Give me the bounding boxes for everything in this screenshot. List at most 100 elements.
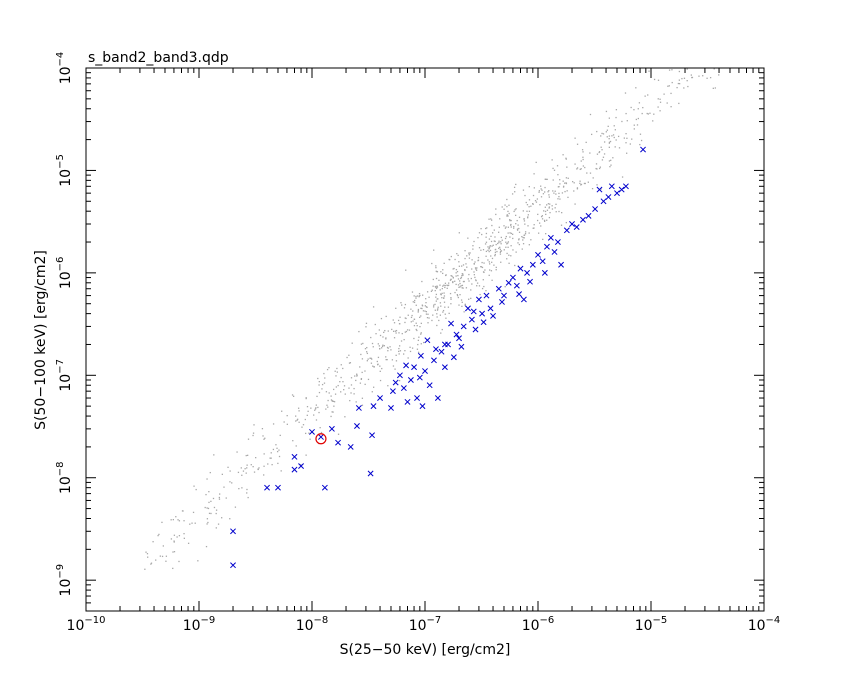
y-tick-label: 10−9	[55, 564, 74, 597]
cloud-point	[491, 224, 493, 227]
cloud-point	[417, 310, 420, 312]
cross-point	[479, 310, 486, 317]
cloud-point	[337, 384, 339, 387]
cloud-point	[379, 370, 381, 372]
cross-point	[400, 385, 407, 392]
cross-point	[600, 198, 607, 205]
cloud-point	[641, 112, 643, 115]
cloud-point	[165, 555, 168, 557]
cloud-point	[511, 193, 514, 195]
cloud-point	[565, 158, 567, 160]
cloud-point	[424, 305, 426, 307]
cloud-point	[364, 370, 366, 372]
cloud-point	[315, 419, 318, 421]
cloud-point	[410, 308, 412, 310]
cloud-point	[443, 284, 445, 286]
cloud-point	[420, 307, 422, 309]
cloud-point	[523, 234, 525, 236]
cloud-point	[437, 308, 439, 310]
cloud-point	[371, 391, 373, 393]
y-axis-title: S(50−100 keV) [erg/cm2]	[33, 250, 49, 430]
cloud-point	[574, 163, 576, 165]
cloud-point	[544, 206, 546, 208]
cross-point	[453, 331, 460, 338]
cross-point	[335, 439, 341, 446]
cloud-point	[487, 246, 489, 248]
cloud-point	[545, 233, 547, 235]
cloud-point	[625, 142, 627, 144]
cloud-point	[468, 298, 470, 300]
cross-point	[403, 362, 410, 369]
cloud-point	[589, 172, 592, 174]
cross-point	[367, 470, 374, 477]
cloud-point	[515, 223, 517, 225]
cloud-point	[473, 240, 475, 243]
cloud-point	[485, 227, 487, 230]
cloud-point	[314, 409, 316, 411]
cloud-point	[244, 468, 246, 470]
x-tick-label: 10−9	[183, 615, 216, 634]
cloud-point	[278, 455, 281, 458]
cloud-point	[490, 240, 493, 243]
cloud-point	[334, 393, 337, 395]
cloud-point	[548, 194, 550, 196]
y-tick-label: 10−5	[55, 154, 74, 187]
cloud-point	[413, 337, 415, 340]
cloud-point	[361, 371, 363, 374]
cloud-point	[380, 347, 383, 349]
cloud-point	[671, 69, 673, 71]
y-tick-label: 10−4	[55, 52, 74, 85]
cloud-point	[435, 277, 438, 280]
cloud-point	[361, 358, 364, 360]
cloud-point	[415, 297, 417, 299]
cloud-point	[421, 280, 423, 283]
cloud-point	[381, 367, 383, 370]
cloud-point	[621, 120, 623, 123]
cloud-point	[398, 345, 401, 347]
cross-point	[596, 186, 603, 193]
cloud-point	[533, 224, 535, 226]
cloud-point	[193, 485, 195, 487]
cloud-point	[370, 362, 373, 364]
cloud-point	[491, 261, 493, 263]
cloud-point	[625, 112, 627, 115]
cloud-point	[478, 285, 481, 287]
cloud-point	[246, 488, 248, 491]
cloud-point	[443, 301, 446, 303]
cloud-point	[582, 151, 584, 153]
cloud-point	[483, 262, 485, 264]
cloud-point	[435, 265, 437, 267]
cloud-point	[477, 256, 480, 259]
cloud-point	[533, 227, 535, 229]
cloud-point	[449, 279, 452, 281]
cloud-point	[414, 299, 416, 302]
cloud-point	[466, 255, 468, 257]
cloud-point	[465, 263, 467, 265]
cloud-point	[493, 264, 495, 266]
cloud-point	[514, 191, 516, 193]
cloud-point	[507, 215, 509, 217]
cloud-point	[344, 416, 346, 418]
cloud-point	[423, 341, 425, 344]
cloud-point	[544, 178, 546, 180]
cloud-point	[626, 120, 628, 122]
cloud-point	[447, 284, 450, 286]
cloud-point	[317, 406, 319, 409]
cloud-point	[522, 243, 525, 245]
cloud-point	[657, 98, 659, 100]
cloud-point	[343, 389, 345, 391]
cloud-point	[427, 322, 429, 324]
cloud-point	[633, 128, 635, 130]
cloud-point	[270, 452, 272, 454]
cloud-point	[702, 75, 704, 77]
cloud-point	[608, 142, 611, 144]
cloud-point	[499, 246, 501, 248]
cloud-point	[253, 424, 255, 426]
cloud-point	[606, 136, 608, 138]
cloud-point	[350, 392, 352, 394]
cloud-point	[425, 306, 428, 308]
cloud-point	[448, 312, 450, 315]
cloud-point	[276, 450, 279, 453]
cloud-point	[598, 151, 600, 154]
cloud-point	[359, 382, 362, 384]
